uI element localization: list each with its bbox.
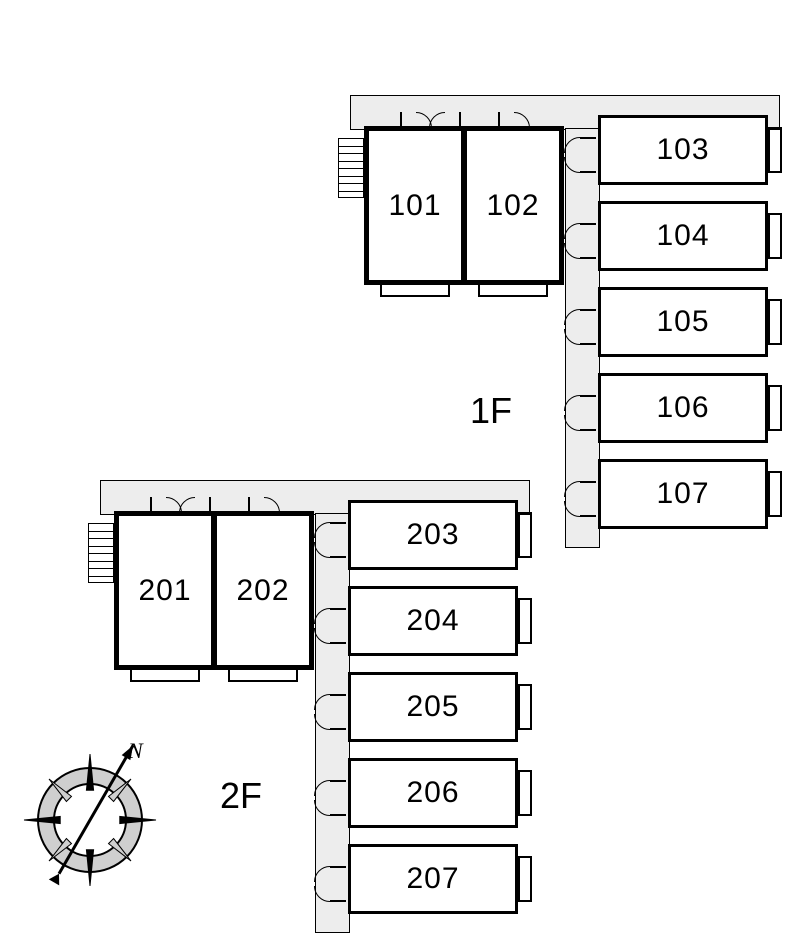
unit-103: 103 bbox=[598, 115, 768, 185]
balcony-103 bbox=[768, 127, 782, 173]
balcony-107 bbox=[768, 471, 782, 517]
balcony-106 bbox=[768, 385, 782, 431]
unit-207: 207 bbox=[348, 844, 518, 914]
door-icon bbox=[580, 223, 596, 239]
door-icon bbox=[580, 395, 596, 411]
balcony-1F-L0 bbox=[380, 283, 450, 297]
unit-label-201: 201 bbox=[138, 574, 191, 608]
svg-text:N: N bbox=[127, 738, 144, 763]
unit-label-202: 202 bbox=[236, 574, 289, 608]
balcony-2F-L1 bbox=[228, 668, 298, 682]
door-icon bbox=[580, 243, 596, 259]
door-icon bbox=[330, 866, 346, 882]
unit-label-106: 106 bbox=[656, 391, 709, 425]
balcony-203 bbox=[518, 512, 532, 558]
unit-205: 205 bbox=[348, 672, 518, 742]
unit-102: 102 bbox=[464, 128, 562, 283]
door-icon bbox=[195, 497, 211, 513]
balcony-104 bbox=[768, 213, 782, 259]
door-icon bbox=[330, 608, 346, 624]
balcony-205 bbox=[518, 684, 532, 730]
unit-202: 202 bbox=[214, 513, 312, 668]
unit-label-104: 104 bbox=[656, 219, 709, 253]
door-icon bbox=[580, 137, 596, 153]
door-icon bbox=[330, 714, 346, 730]
door-icon bbox=[580, 157, 596, 173]
door-icon bbox=[330, 628, 346, 644]
door-icon bbox=[445, 112, 461, 128]
door-icon bbox=[330, 542, 346, 558]
door-icon bbox=[580, 501, 596, 517]
unit-label-103: 103 bbox=[656, 133, 709, 167]
unit-label-204: 204 bbox=[406, 604, 459, 638]
unit-label-203: 203 bbox=[406, 518, 459, 552]
door-icon bbox=[248, 497, 264, 513]
unit-label-205: 205 bbox=[406, 690, 459, 724]
unit-101: 101 bbox=[366, 128, 464, 283]
unit-104: 104 bbox=[598, 201, 768, 271]
floor-label-2F: 2F bbox=[220, 775, 262, 817]
door-icon bbox=[400, 112, 416, 128]
unit-203: 203 bbox=[348, 500, 518, 570]
door-icon bbox=[580, 415, 596, 431]
door-icon bbox=[498, 112, 514, 128]
balcony-105 bbox=[768, 299, 782, 345]
balcony-204 bbox=[518, 598, 532, 644]
balcony-2F-L0 bbox=[130, 668, 200, 682]
unit-label-107: 107 bbox=[656, 477, 709, 511]
door-icon bbox=[330, 694, 346, 710]
unit-label-206: 206 bbox=[406, 776, 459, 810]
door-icon bbox=[330, 780, 346, 796]
balcony-1F-L1 bbox=[478, 283, 548, 297]
unit-105: 105 bbox=[598, 287, 768, 357]
floor-label-1F: 1F bbox=[470, 390, 512, 432]
unit-label-102: 102 bbox=[486, 189, 539, 223]
balcony-207 bbox=[518, 856, 532, 902]
door-icon bbox=[330, 886, 346, 902]
unit-label-105: 105 bbox=[656, 305, 709, 339]
door-icon bbox=[580, 329, 596, 345]
door-icon bbox=[330, 522, 346, 538]
floor-plan-canvas: 101 102 103 104 105 106 107 201 202 203 204 205 206 2… bbox=[0, 0, 800, 940]
unit-label-101: 101 bbox=[388, 189, 441, 223]
door-icon bbox=[580, 481, 596, 497]
unit-204: 204 bbox=[348, 586, 518, 656]
unit-201: 201 bbox=[116, 513, 214, 668]
door-icon bbox=[580, 309, 596, 325]
unit-107: 107 bbox=[598, 459, 768, 529]
unit-206: 206 bbox=[348, 758, 518, 828]
unit-label-207: 207 bbox=[406, 862, 459, 896]
balcony-206 bbox=[518, 770, 532, 816]
door-icon bbox=[150, 497, 166, 513]
compass-icon: N bbox=[0, 728, 182, 912]
door-icon bbox=[330, 800, 346, 816]
unit-106: 106 bbox=[598, 373, 768, 443]
